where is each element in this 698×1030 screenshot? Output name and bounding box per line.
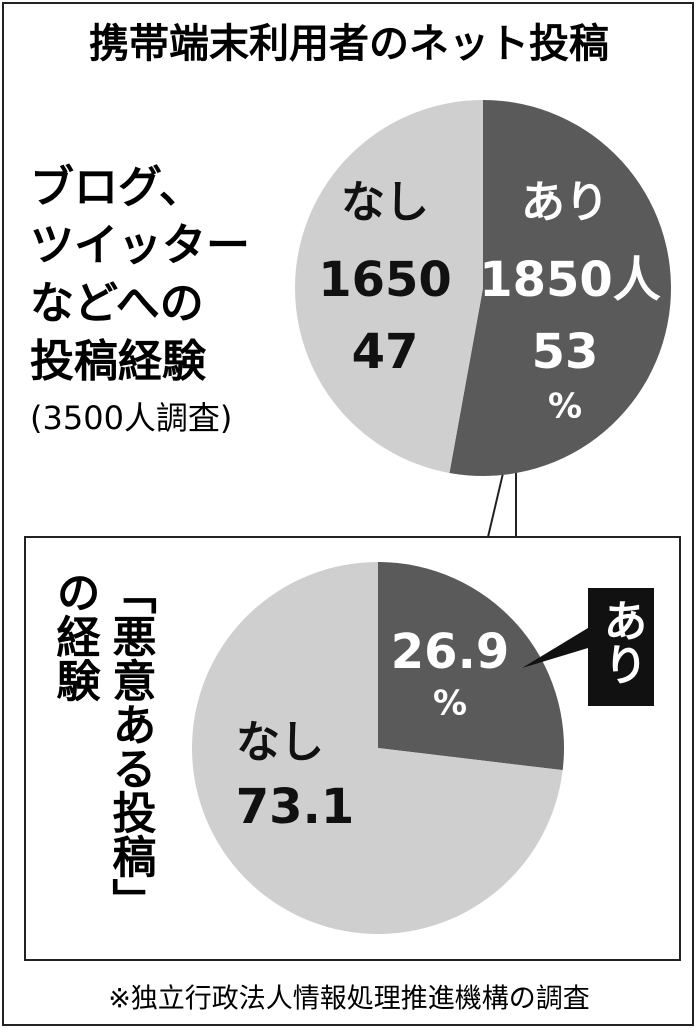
category-label: あり (521, 177, 609, 228)
percent-label: 47 (352, 324, 419, 380)
chart-label: などへの (30, 278, 204, 329)
value-label: 73.1 (236, 779, 354, 835)
category-label: なし (236, 717, 324, 768)
pie-slice (378, 562, 564, 771)
percent-label: 53 (532, 324, 599, 380)
category-label: なし (341, 177, 429, 228)
chart-label: 投稿経験 (30, 336, 207, 387)
value-label: 26.9 (391, 624, 509, 680)
chart-label: の経験 (49, 570, 101, 702)
chart-label: ツイッター (30, 220, 250, 271)
category-label: あり (596, 598, 647, 686)
pie-slice (295, 100, 483, 473)
chart-title: 携帯端末利用者のネット投稿 (89, 21, 609, 67)
chart-label: 「悪意ある投稿」 (105, 570, 157, 922)
callout-box (588, 588, 654, 706)
value-label: 1650 (318, 252, 452, 308)
footnote: ※独立行政法人情報処理推進機構の調査 (108, 984, 590, 1015)
pie-slice (449, 100, 672, 477)
percent-unit: % (548, 387, 582, 427)
chart-subtitle: (3500人調査) (30, 399, 232, 437)
callout-pointer (522, 628, 588, 668)
chart-label: ブログ、 (30, 162, 203, 213)
value-label: 1850人 (479, 252, 661, 308)
percent-unit: % (433, 684, 467, 724)
pie-slice (192, 562, 563, 934)
